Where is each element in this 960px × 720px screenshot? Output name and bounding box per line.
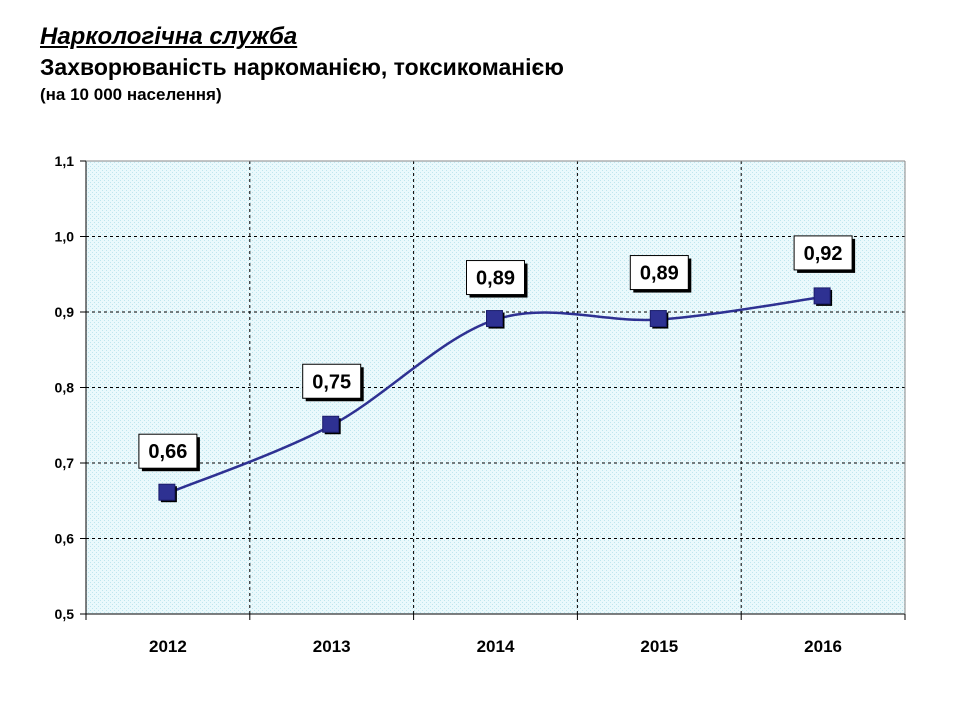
data-label-box xyxy=(138,433,198,469)
y-tick-label: 0,5 xyxy=(55,606,75,622)
data-label: 0,66 xyxy=(148,441,187,463)
data-label: 0,89 xyxy=(476,268,515,290)
data-point xyxy=(486,310,503,328)
x-tick-label: 2012 xyxy=(149,637,187,656)
x-tick-label: 2016 xyxy=(804,637,842,656)
x-tick-label: 2013 xyxy=(313,637,351,656)
data-label-box xyxy=(793,235,853,271)
data-label-box xyxy=(629,255,689,291)
y-tick-label: 0,6 xyxy=(55,531,75,547)
data-label-box xyxy=(466,260,525,296)
y-tick-label: 0,9 xyxy=(55,304,75,320)
data-point xyxy=(322,415,340,433)
chart-subtitle: (на 10 000 населення) xyxy=(40,85,222,104)
y-tick-label: 0,7 xyxy=(55,455,75,471)
y-tick-label: 1,0 xyxy=(55,229,75,245)
service-name: Наркологічна служба xyxy=(40,23,298,50)
data-point xyxy=(813,287,831,305)
chart-header: Наркологічна служба Захворюваність нарко… xyxy=(40,22,564,108)
data-point xyxy=(649,310,667,328)
data-label: 0,89 xyxy=(640,263,679,285)
y-tick-label: 0,8 xyxy=(55,380,75,396)
chart-title: Захворюваність наркоманією, токсикоманіє… xyxy=(40,54,564,80)
data-label: 0,75 xyxy=(312,371,351,393)
data-label-box xyxy=(302,363,362,399)
x-tick-label: 2015 xyxy=(640,637,678,656)
y-tick-label: 1,1 xyxy=(55,153,75,169)
data-label: 0,92 xyxy=(804,243,843,265)
x-tick-label: 2014 xyxy=(477,637,515,656)
data-point xyxy=(158,483,176,501)
